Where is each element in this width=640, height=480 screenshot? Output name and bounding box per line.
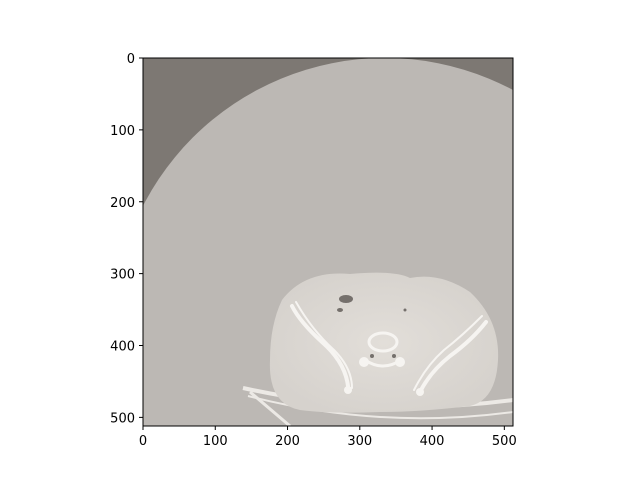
x-tick-label: 500 [492, 434, 517, 449]
x-tick-label: 100 [203, 434, 228, 449]
bone-spots [344, 357, 424, 396]
y-axis: 0 100 200 300 400 500 [110, 52, 143, 426]
ct-image [143, 58, 513, 426]
y-tick-label: 100 [110, 124, 135, 139]
pelvic-bones [290, 301, 488, 394]
y-tick-label: 400 [110, 340, 135, 355]
y-tick-label: 0 [127, 52, 135, 67]
x-tick-label: 200 [275, 434, 300, 449]
bowel-gas [337, 295, 407, 358]
y-tick-label: 200 [110, 196, 135, 211]
y-tick-label: 300 [110, 268, 135, 283]
y-tick-label: 500 [110, 411, 135, 426]
x-tick-label: 400 [420, 434, 445, 449]
axes-frame [142, 57, 514, 427]
x-axis: 0 100 200 300 400 500 [139, 426, 517, 449]
x-tick-label: 0 [139, 434, 147, 449]
body-outline [269, 272, 499, 413]
x-tick-label: 300 [347, 434, 372, 449]
